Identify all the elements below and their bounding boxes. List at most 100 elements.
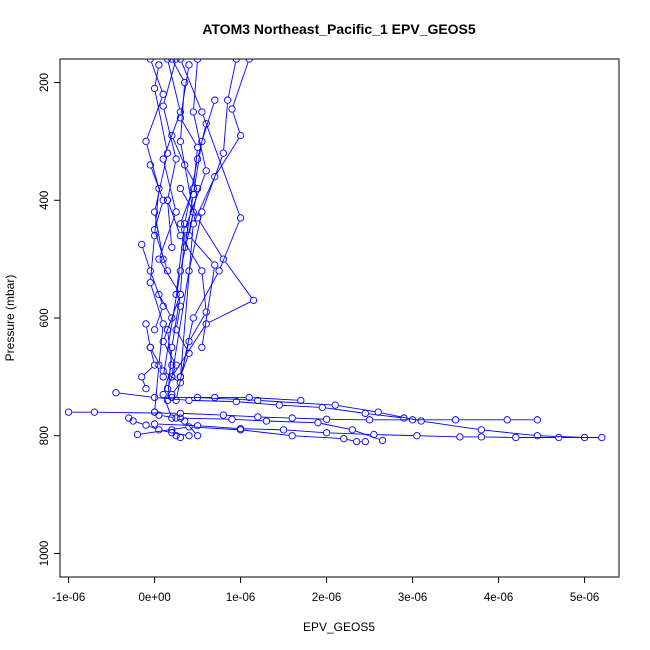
series-line-segment — [150, 239, 155, 280]
series-line-segment — [189, 191, 198, 233]
series-line-segment — [136, 421, 143, 425]
data-point — [451, 416, 460, 424]
series-4 — [112, 389, 408, 422]
data-point — [185, 349, 193, 357]
data-point — [503, 416, 511, 424]
series-line-segment — [160, 261, 179, 292]
data-point — [533, 432, 541, 440]
data-point — [142, 384, 150, 393]
data-point — [262, 417, 271, 425]
x-axis: -1e-06 0e+00 1e-06 2e-06 3e-06 4e-06 5e-06 — [52, 576, 599, 604]
series-line-segment — [181, 356, 189, 374]
plot-area-frame — [59, 58, 620, 578]
data-point — [228, 105, 236, 113]
data-point — [172, 326, 180, 334]
data-point — [159, 390, 167, 399]
series-line-segment — [150, 350, 155, 362]
series-line-segment — [167, 162, 176, 197]
series-line-segment — [176, 309, 181, 327]
series-line-segment — [151, 168, 163, 198]
data-point — [297, 396, 305, 405]
data-point — [598, 433, 606, 442]
data-point — [176, 114, 185, 122]
data-point — [176, 108, 185, 116]
data-point — [150, 326, 159, 334]
series-line-segment — [183, 413, 220, 416]
series-line-segment — [171, 297, 181, 344]
x-tick-label: 5e-06 — [570, 592, 599, 604]
data-point — [340, 435, 348, 443]
data-point — [168, 390, 176, 399]
data-point — [185, 423, 193, 431]
data-point — [163, 384, 172, 393]
series-line-segment — [192, 426, 238, 431]
series-line-segment — [155, 233, 167, 268]
series-line-segment — [180, 227, 194, 374]
data-point — [245, 59, 253, 63]
data-point — [146, 279, 154, 287]
data-point — [211, 393, 219, 402]
data-point — [198, 343, 206, 352]
series-line-segment — [191, 238, 213, 263]
series-line-segment — [201, 425, 238, 429]
series-line-segment — [261, 400, 332, 406]
data-point — [163, 196, 172, 204]
data-point — [176, 220, 185, 228]
series-line-segment — [295, 435, 341, 439]
x-tick-label: 3e-06 — [398, 592, 427, 604]
series-line-segment — [193, 115, 206, 168]
series-line-segment — [162, 430, 169, 433]
data-point — [172, 361, 180, 369]
series-line-segment — [142, 247, 150, 268]
data-point — [168, 131, 176, 140]
y-tick-label: 600 — [39, 308, 51, 327]
series-line-segment — [282, 404, 319, 408]
data-point — [138, 373, 146, 381]
data-point — [172, 432, 180, 440]
data-point — [163, 149, 172, 157]
series-line-segment — [381, 412, 418, 421]
series-line-segment — [154, 68, 159, 85]
data-point — [417, 417, 425, 425]
series-line-segment — [173, 385, 179, 392]
data-point — [202, 320, 210, 328]
series-line-segment — [201, 274, 207, 309]
series-line-segment — [193, 62, 198, 109]
series-line-segment — [420, 435, 457, 438]
data-point — [172, 414, 180, 422]
series-25 — [146, 343, 185, 399]
y-tick-label: 800 — [39, 426, 51, 445]
series-line-segment — [199, 220, 222, 257]
data-point — [189, 190, 197, 199]
data-point — [198, 108, 206, 116]
data-point — [159, 337, 167, 346]
x-tick-label: 2e-06 — [312, 592, 341, 604]
data-point — [193, 155, 202, 163]
data-point — [322, 415, 331, 423]
series-2 — [150, 420, 606, 442]
data-point — [189, 314, 197, 322]
data-point — [176, 379, 185, 387]
data-point — [163, 396, 172, 405]
series-line-segment — [216, 138, 240, 174]
data-point — [176, 267, 185, 275]
series-line-segment — [151, 350, 162, 369]
data-point — [185, 231, 193, 240]
data-point — [193, 422, 202, 430]
series-line-segment — [160, 297, 171, 316]
series-line-segment — [154, 156, 168, 209]
data-point — [172, 208, 180, 216]
data-point — [249, 296, 258, 304]
data-point — [198, 267, 206, 275]
x-tick-label: 0e+00 — [138, 592, 170, 604]
series-line-segment — [164, 397, 171, 415]
series-line-segment — [338, 405, 375, 413]
data-point — [232, 397, 240, 406]
data-point — [580, 433, 589, 442]
y-axis: 200 400 600 800 1000 — [39, 73, 61, 567]
y-tick-label: 1000 — [39, 541, 51, 567]
series-line-segment — [155, 309, 163, 327]
data-point — [219, 149, 228, 157]
data-point — [142, 421, 150, 429]
chart-title: ATOM3 Northeast_Pacific_1 EPV_GEOS5 — [202, 21, 476, 37]
